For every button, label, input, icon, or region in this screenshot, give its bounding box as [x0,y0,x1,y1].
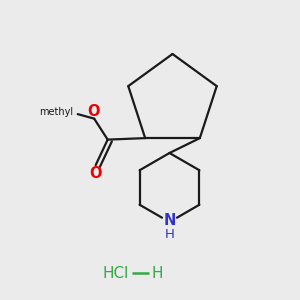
Text: O: O [89,166,102,181]
Text: O: O [87,103,100,118]
Text: N: N [163,213,176,228]
Text: H: H [165,228,174,241]
Text: H: H [152,266,163,280]
Text: methyl: methyl [39,107,73,117]
Text: HCl: HCl [103,266,129,280]
